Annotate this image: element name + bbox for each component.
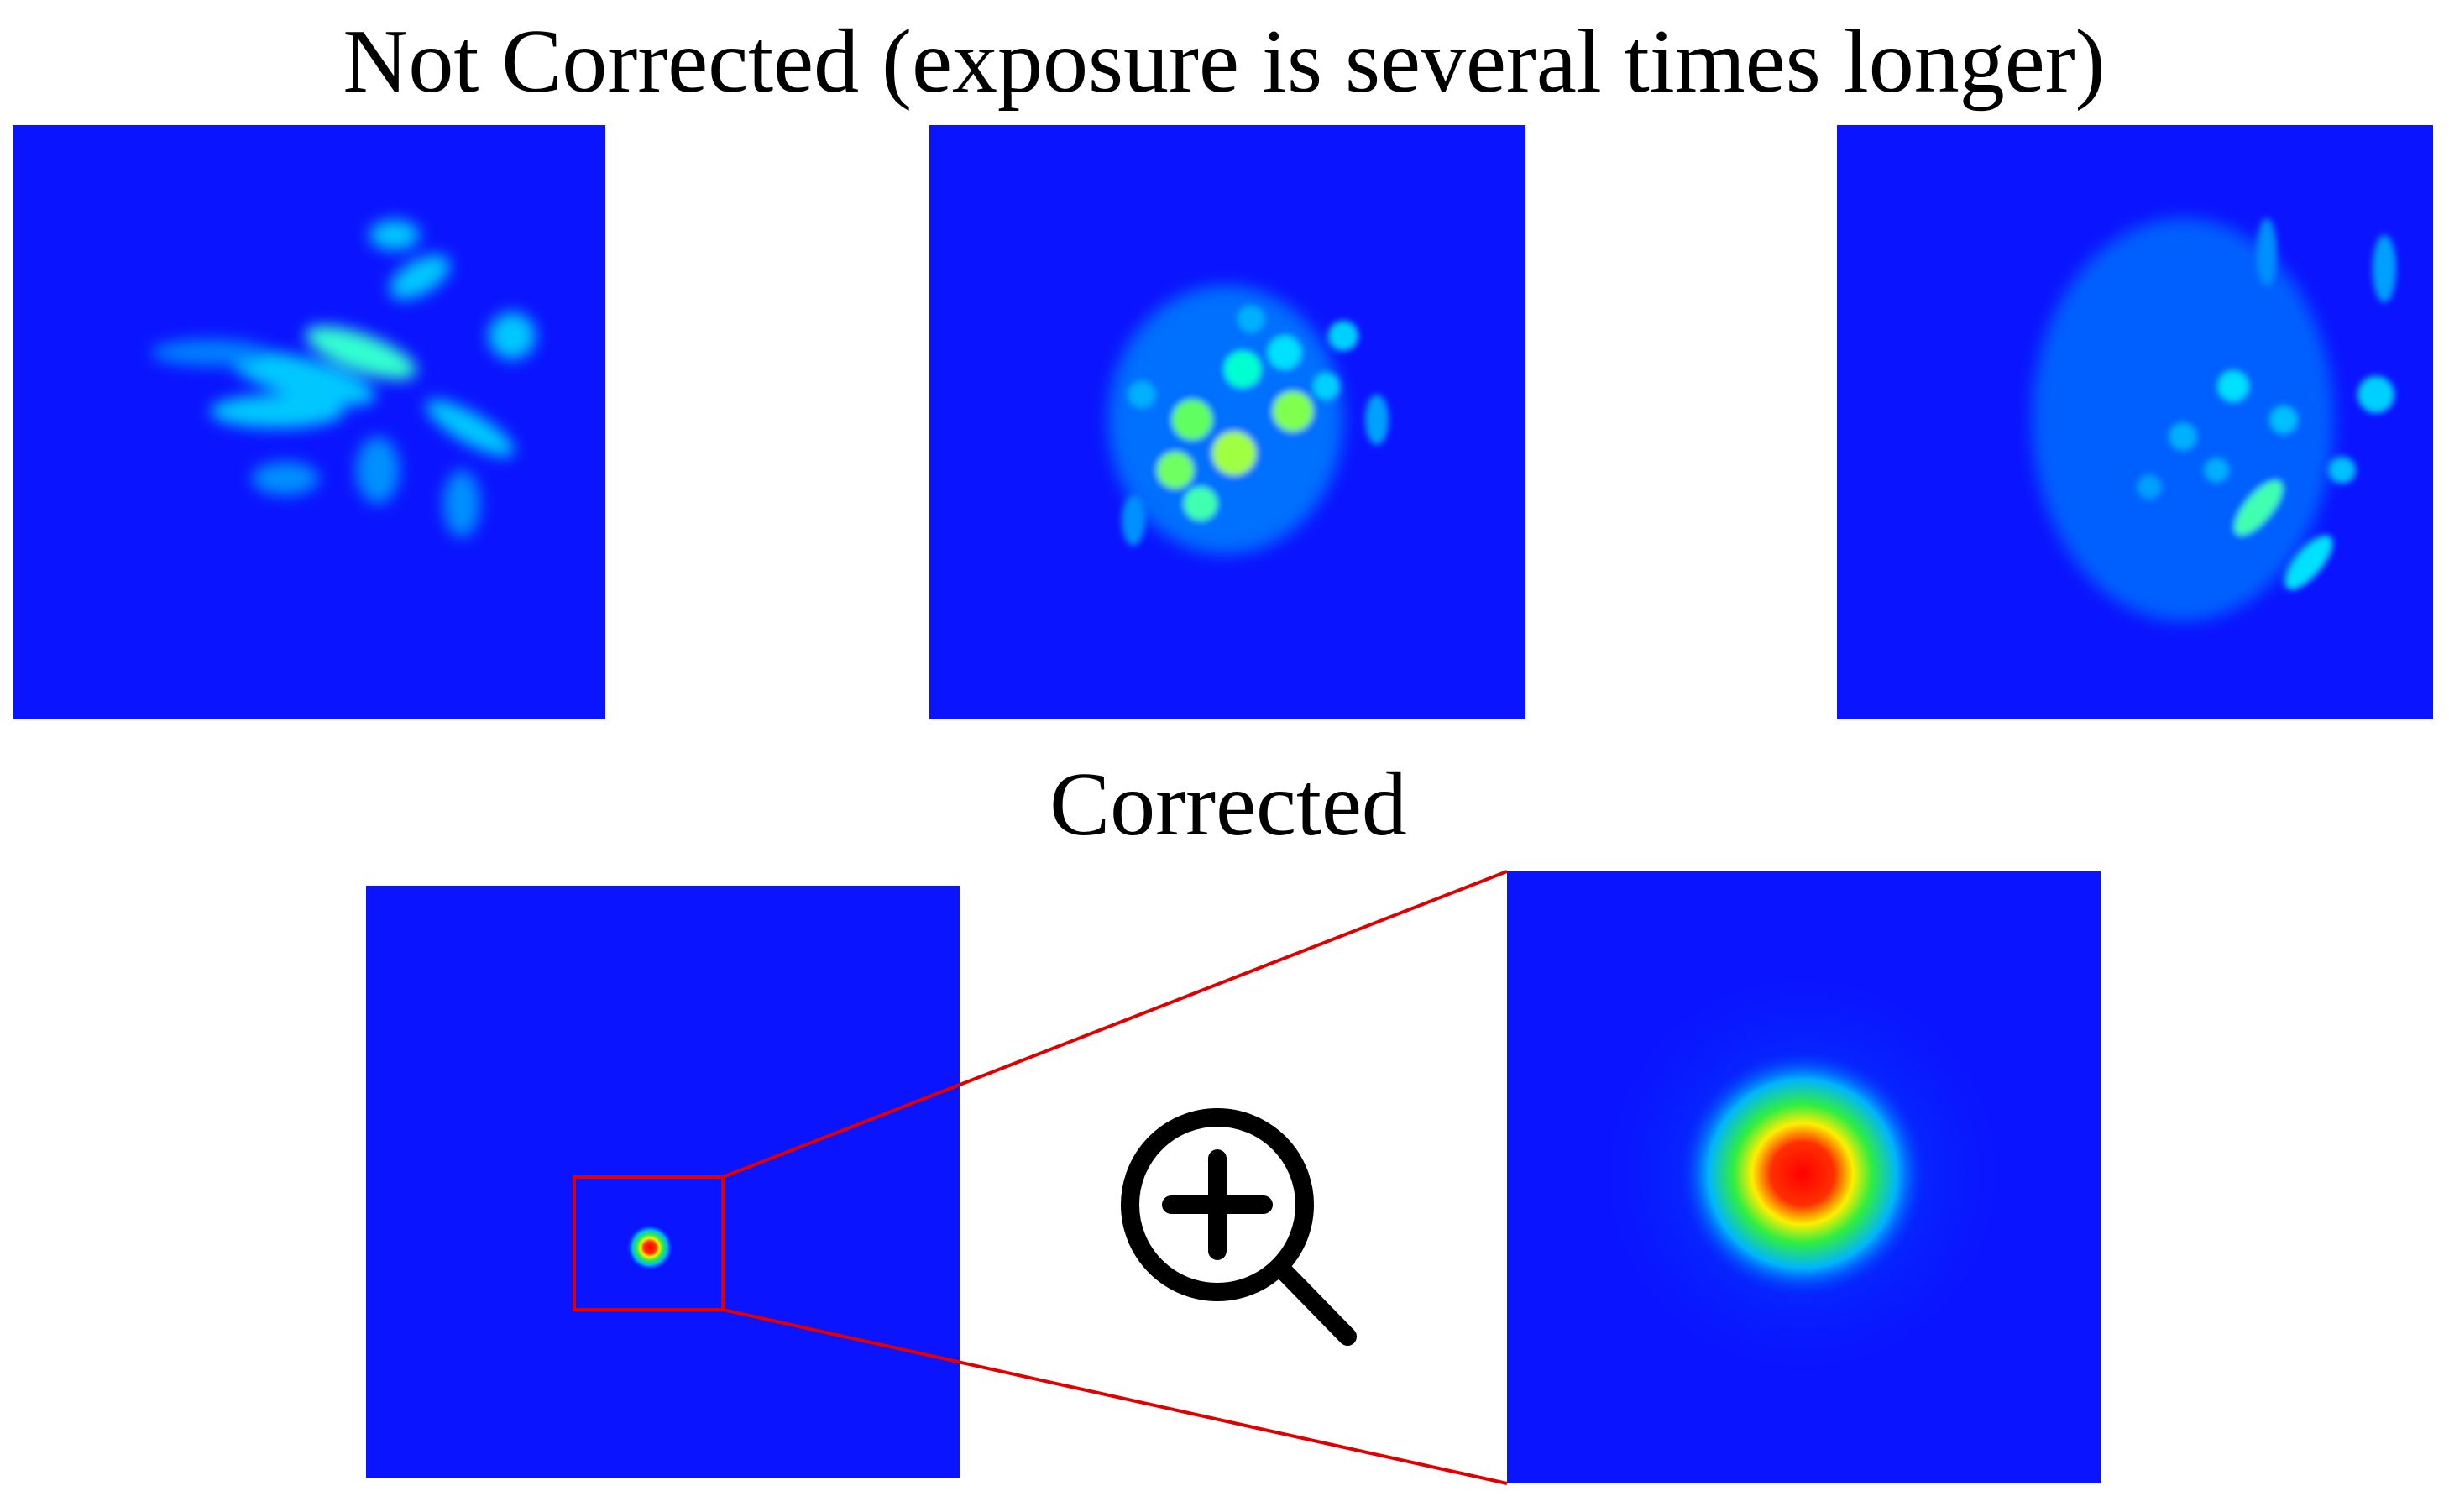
speckle-image [13, 125, 605, 719]
zoom-line [722, 870, 1508, 1179]
focus-spot [626, 1224, 673, 1271]
speckle-image [929, 125, 1525, 719]
speckles [151, 220, 536, 537]
zoom-box [573, 1175, 725, 1311]
corrected-image [366, 886, 960, 1478]
zoom-line [722, 1308, 1508, 1485]
zoomed-spot [1677, 1048, 1928, 1300]
speckles [1108, 285, 1389, 554]
bottom-title: Corrected [1049, 755, 1407, 855]
speckle-image [1837, 125, 2433, 719]
top-title: Not Corrected (exposure is several times… [343, 12, 2105, 112]
speckles [2032, 218, 2396, 621]
magnifier-icon [1121, 1108, 1357, 1346]
